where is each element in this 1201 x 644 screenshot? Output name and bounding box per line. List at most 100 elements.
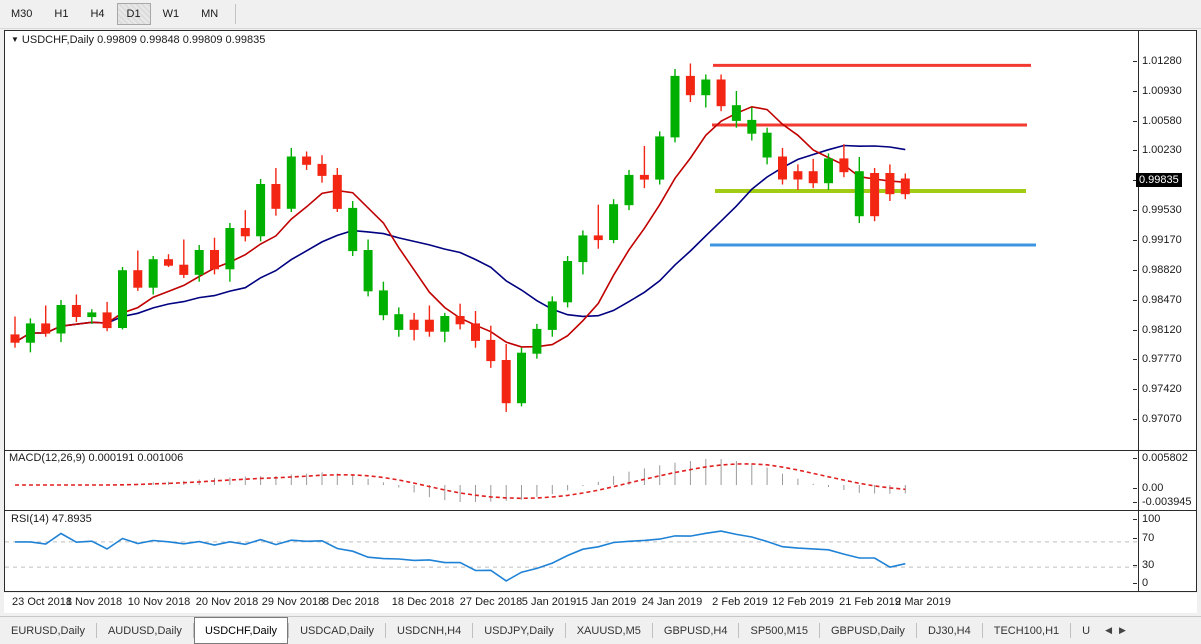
candle-body[interactable] bbox=[839, 158, 849, 173]
candle-body[interactable] bbox=[670, 75, 680, 138]
candle-body[interactable] bbox=[578, 235, 588, 263]
candle-body[interactable] bbox=[455, 316, 465, 325]
candle-body[interactable] bbox=[854, 171, 864, 217]
price-axis-tick bbox=[1133, 419, 1137, 420]
price-axis-divider bbox=[1138, 31, 1139, 591]
candle-body[interactable] bbox=[900, 178, 910, 195]
candle-body[interactable] bbox=[25, 323, 35, 343]
candle-body[interactable] bbox=[41, 323, 51, 334]
candle-body[interactable] bbox=[148, 259, 158, 288]
candle-body[interactable] bbox=[225, 228, 235, 270]
candle-body[interactable] bbox=[593, 235, 603, 241]
timeframe-h1[interactable]: H1 bbox=[54, 8, 69, 20]
candle-body[interactable] bbox=[271, 184, 281, 209]
chart-tab-eurusd-daily[interactable]: EURUSD,Daily bbox=[11, 625, 85, 637]
candle-body[interactable] bbox=[808, 171, 818, 184]
candle-body[interactable] bbox=[471, 323, 480, 341]
candle-body[interactable] bbox=[778, 156, 787, 180]
chart-tab-dj30-h4[interactable]: DJ30,H4 bbox=[927, 625, 971, 637]
price-axis-label: 1.00230 bbox=[1142, 144, 1182, 156]
candle-body[interactable] bbox=[102, 312, 112, 329]
candle-body[interactable] bbox=[179, 264, 189, 275]
date-axis-label: 10 Nov 2018 bbox=[127, 596, 191, 608]
timeframe-m30[interactable]: M30 bbox=[11, 8, 33, 20]
macd-axis-label: 0.00 bbox=[1142, 482, 1164, 494]
candle-body[interactable] bbox=[348, 207, 358, 252]
chart-tab-tech100-h1[interactable]: TECH100,H1 bbox=[993, 625, 1060, 637]
candle-body[interactable] bbox=[885, 173, 895, 195]
price-axis-tick bbox=[1133, 91, 1137, 92]
chart-tab-sp500-m15[interactable]: SP500,M15 bbox=[750, 625, 808, 637]
candle-body[interactable] bbox=[793, 171, 803, 180]
tab-divider bbox=[915, 623, 917, 638]
candle-body[interactable] bbox=[240, 228, 250, 237]
candle-body[interactable] bbox=[164, 259, 173, 266]
candle-body[interactable] bbox=[71, 305, 81, 317]
tab-scroll-left-icon[interactable]: ◀ bbox=[1105, 625, 1113, 635]
candle-body[interactable] bbox=[563, 261, 573, 303]
collapse-arrow-icon[interactable]: ▼ bbox=[11, 35, 19, 45]
candle-body[interactable] bbox=[133, 270, 143, 288]
candle-body[interactable] bbox=[317, 163, 327, 176]
candle-body[interactable] bbox=[286, 156, 296, 209]
rsi-pane[interactable]: RSI(14) 47.8935 bbox=[5, 510, 1196, 592]
candle-body[interactable] bbox=[87, 312, 97, 318]
candle-body[interactable] bbox=[517, 352, 526, 404]
timeframe-h4[interactable]: H4 bbox=[90, 8, 105, 20]
rsi-axis-tick bbox=[1133, 519, 1137, 520]
candle-body[interactable] bbox=[302, 156, 312, 165]
macd-axis-tick bbox=[1133, 488, 1137, 489]
candle-body[interactable] bbox=[824, 158, 833, 184]
candle-body[interactable] bbox=[747, 119, 757, 134]
candle-body[interactable] bbox=[440, 316, 450, 332]
candle-body[interactable] bbox=[731, 105, 741, 121]
candle-body[interactable] bbox=[194, 250, 204, 275]
candle-body[interactable] bbox=[624, 174, 634, 206]
chart-frame[interactable]: ▼ USDCHF,Daily 0.99809 0.99848 0.99809 0.… bbox=[4, 30, 1197, 592]
tab-scroll-right-icon[interactable]: ▶ bbox=[1119, 625, 1126, 635]
candle-body[interactable] bbox=[210, 250, 219, 270]
chart-tab-xauusd-m5[interactable]: XAUUSD,M5 bbox=[576, 625, 641, 637]
chart-tab-gbpusd-daily[interactable]: GBPUSD,Daily bbox=[830, 625, 905, 637]
macd-pane[interactable]: MACD(12,26,9) 0.000191 0.001006 bbox=[5, 450, 1196, 510]
candle-body[interactable] bbox=[10, 334, 20, 343]
candle-body[interactable] bbox=[762, 132, 772, 158]
timeframe-w1[interactable]: W1 bbox=[162, 8, 180, 20]
candle-body[interactable] bbox=[332, 174, 342, 209]
timeframe-d1[interactable]: D1 bbox=[116, 3, 151, 25]
candle-body[interactable] bbox=[655, 136, 665, 180]
chart-tab-u[interactable]: U bbox=[1082, 625, 1091, 637]
current-price-tag: 0.99835 bbox=[1136, 173, 1182, 187]
timeframe-mn[interactable]: MN bbox=[201, 8, 219, 20]
chart-tab-usdcnh-h4[interactable]: USDCNH,H4 bbox=[397, 625, 462, 637]
candle-body[interactable] bbox=[547, 301, 557, 330]
date-axis-label: 24 Jan 2019 bbox=[641, 596, 703, 608]
candle-body[interactable] bbox=[56, 305, 66, 334]
tab-scroll-controls[interactable]: ◀ ▶ bbox=[1101, 617, 1130, 644]
chart-tab-bar[interactable]: EURUSD,Daily AUDUSD,Daily USDCHF,Daily USDC… bbox=[0, 616, 1201, 644]
candle-body[interactable] bbox=[609, 204, 619, 240]
chart-tab-usdjpy-daily[interactable]: USDJPY,Daily bbox=[484, 625, 554, 637]
candle-body[interactable] bbox=[532, 328, 542, 354]
candle-body[interactable] bbox=[118, 270, 127, 328]
candle-body[interactable] bbox=[409, 319, 419, 330]
candle-body[interactable] bbox=[394, 314, 404, 330]
chart-tab-usdchf-daily[interactable]: USDCHF,Daily bbox=[193, 617, 289, 644]
candle-body[interactable] bbox=[870, 173, 880, 217]
candle-body[interactable] bbox=[424, 319, 434, 332]
candle-body[interactable] bbox=[716, 79, 726, 107]
candle-body[interactable] bbox=[363, 250, 373, 292]
candle-body[interactable] bbox=[486, 339, 496, 362]
tab-divider bbox=[738, 623, 740, 638]
candle-body[interactable] bbox=[701, 79, 711, 96]
price-pane[interactable]: ▼ USDCHF,Daily 0.99809 0.99848 0.99809 0.… bbox=[5, 31, 1196, 449]
tab-divider bbox=[651, 623, 653, 638]
candle-body[interactable] bbox=[378, 290, 388, 316]
candle-body[interactable] bbox=[685, 75, 695, 96]
candle-body[interactable] bbox=[256, 184, 266, 237]
candle-body[interactable] bbox=[501, 360, 511, 404]
chart-tab-usdcad-daily[interactable]: USDCAD,Daily bbox=[300, 625, 375, 637]
chart-tab-gbpusd-h4[interactable]: GBPUSD,H4 bbox=[663, 625, 728, 637]
chart-tab-audusd-daily[interactable]: AUDUSD,Daily bbox=[107, 625, 182, 637]
candle-body[interactable] bbox=[639, 174, 649, 180]
